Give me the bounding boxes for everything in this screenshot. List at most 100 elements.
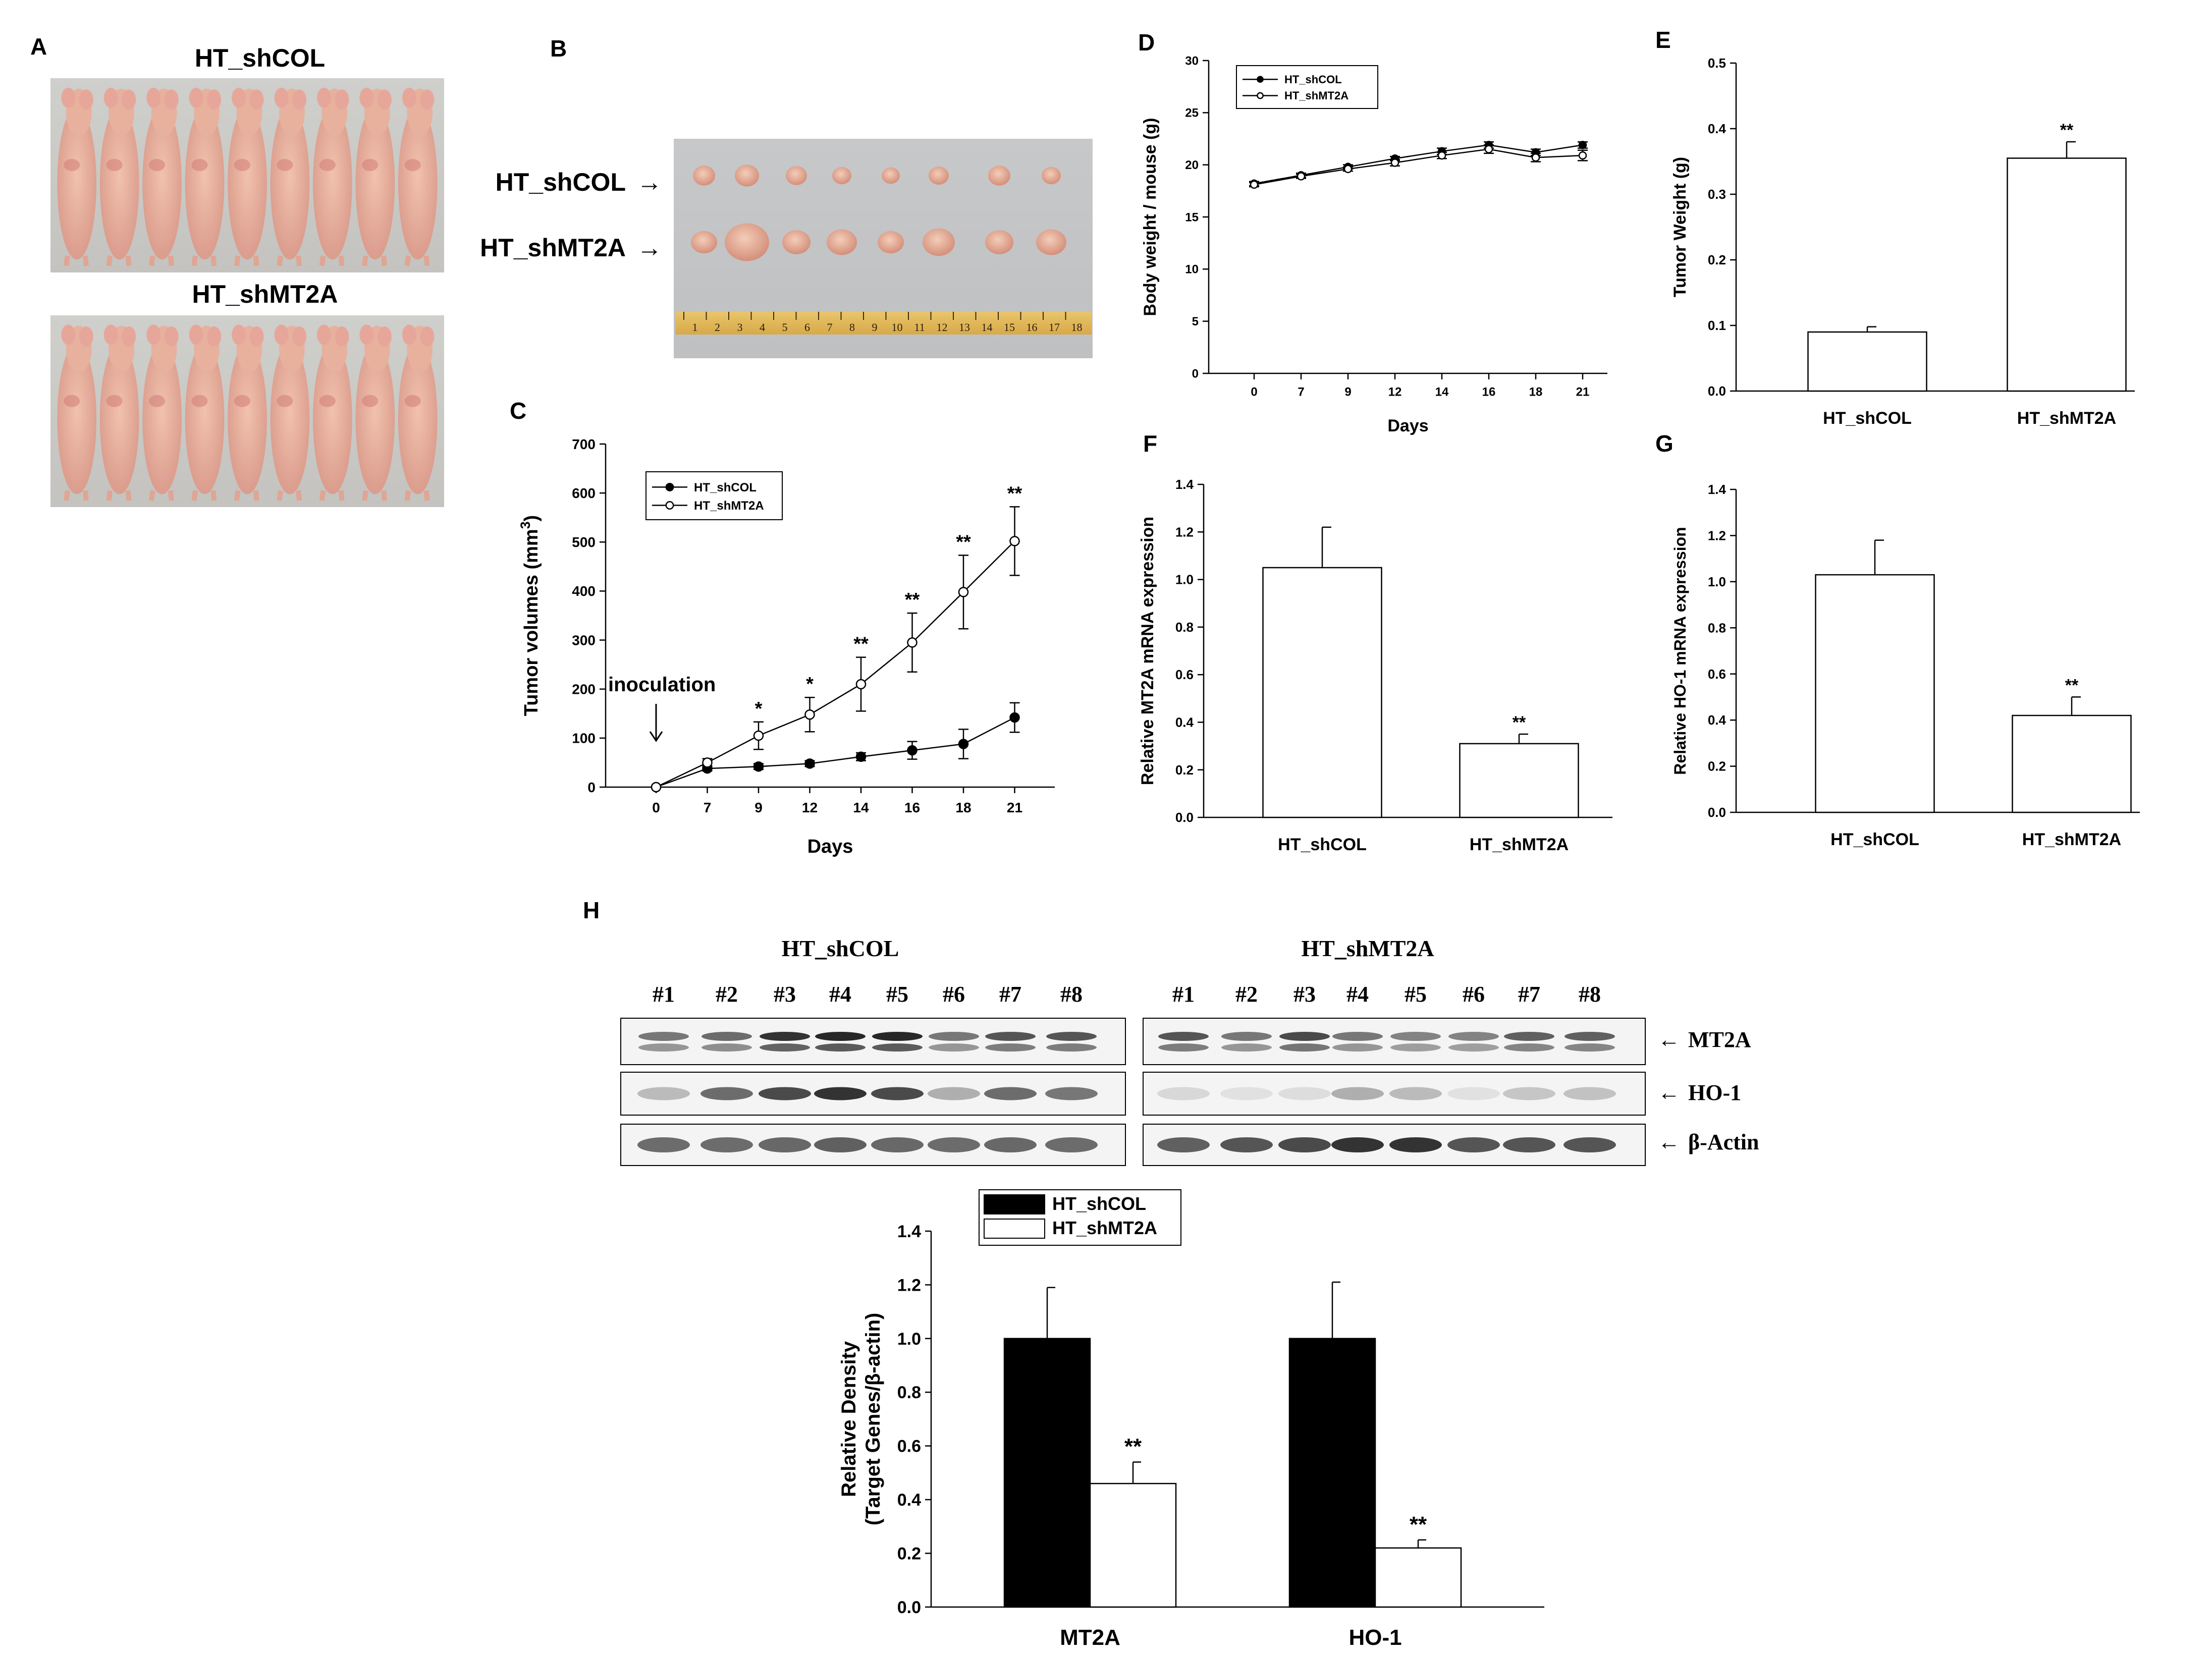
blot-band (1448, 1043, 1499, 1052)
x-tick-label: 16 (904, 800, 920, 815)
y-tick-label: 10 (1185, 263, 1199, 276)
blot-band (1504, 1032, 1554, 1041)
y-tick-label: 200 (572, 682, 596, 697)
blot-band (702, 1032, 752, 1041)
data-point-HT_shCOL (1578, 141, 1587, 149)
series-line-HT_shCOL (656, 716, 1015, 788)
ruler-number: 8 (849, 321, 855, 334)
mouse (270, 87, 310, 266)
bar-HT_shCOL-HO-1 (1288, 1338, 1376, 1608)
blot-band (1564, 1032, 1615, 1041)
y-tick-label: 1.0 (1175, 572, 1194, 587)
ruler-number: 13 (959, 321, 970, 334)
blot-band (1390, 1032, 1441, 1041)
tumor (782, 230, 811, 254)
y-tick-label: 5 (1192, 315, 1199, 328)
blot-band (1221, 1032, 1272, 1041)
blot-band (637, 1087, 690, 1100)
significance-mark: ** (1124, 1434, 1142, 1459)
data-point-HT_shCOL (1009, 712, 1020, 723)
y-axis-label: Relative HO-1 mRNA expression (1671, 527, 1689, 775)
tumor (827, 229, 857, 255)
lane-label: #2 (716, 982, 738, 1007)
significance-mark: ** (1410, 1512, 1427, 1537)
category-label: MT2A (1060, 1625, 1120, 1650)
ruler-number: 7 (827, 321, 833, 334)
ruler-marks: 1 2 3 4 5 6 7 8 9 10 11 12 13 14 15 16 17 18 (683, 312, 1083, 334)
y-tick-label: 1.0 (1708, 574, 1726, 589)
y-tick-label: 15 (1185, 210, 1199, 224)
lane-label: #2 (1235, 982, 1258, 1007)
body-weight-chart: 0 5 10 15 20 25 30 0 7 9 12 14 16 18 21 Days Body weight… (1141, 54, 1607, 435)
blot-band (814, 1137, 867, 1152)
x-tick-label: 18 (1529, 385, 1543, 399)
blot-band (1157, 1087, 1210, 1100)
blot-band (928, 1137, 980, 1152)
ruler-number: 2 (715, 321, 720, 334)
data-point-HT_shMT2A (1343, 164, 1353, 174)
panel-f: F 0.0 0.2 0.4 0.6 0.8 1.0 1.2 1.4 HT_shCOL ** HT_s… (1138, 430, 1612, 854)
blot-band (1331, 1087, 1384, 1100)
x-axis-label: Days (807, 836, 853, 857)
y-tick-label: 0.5 (1708, 56, 1726, 71)
y-tick-label: 20 (1185, 158, 1199, 172)
lane-label: #6 (943, 982, 965, 1007)
x-axis-label: Days (1387, 416, 1428, 435)
y-axis-label-2: (Target Genes/β-actin) (862, 1313, 884, 1526)
lane-label: #8 (1579, 982, 1601, 1007)
category-label: HT_shCOL (1830, 830, 1919, 849)
arrow-icon: → (637, 168, 662, 196)
x-tick-label: 21 (1576, 385, 1590, 399)
arrow-left-icon: ← (1658, 1130, 1680, 1154)
y-tick-label: 1.2 (897, 1276, 921, 1295)
panel-h-letter: H (583, 897, 600, 923)
ruler-number: 10 (892, 321, 903, 334)
mouse (57, 324, 97, 501)
significance-mark: ** (905, 589, 920, 611)
y-tick-label: 0.0 (1708, 383, 1726, 399)
blot-band (700, 1137, 753, 1152)
mouse (270, 324, 310, 501)
legend-marker (665, 501, 674, 510)
mouse (57, 87, 97, 266)
arrow-left-icon: ← (1658, 1027, 1680, 1052)
y-tick-label: 700 (572, 436, 596, 452)
arrow-left-icon: ← (1658, 1080, 1680, 1105)
y-axis-label: Body weight / mouse (g) (1141, 118, 1160, 316)
blot-band (1447, 1137, 1500, 1152)
data-point-HT_shMT2A (1390, 158, 1399, 167)
y-tick-label: 400 (572, 583, 596, 599)
data-point-HT_shMT2A (753, 730, 764, 741)
y-tick-label: 1.2 (1175, 524, 1194, 539)
ruler-number: 4 (760, 321, 765, 334)
y-tick-label: 0.0 (897, 1598, 921, 1617)
tumor (725, 223, 769, 261)
category-label: HT_shCOL (1823, 409, 1912, 428)
blot-band (871, 1137, 924, 1152)
arrow-icon: → (637, 234, 662, 262)
ruler (675, 312, 1092, 335)
blot-band (872, 1043, 923, 1052)
blot-band (760, 1043, 810, 1052)
y-tick-label: 300 (572, 632, 596, 648)
blot-band (1503, 1087, 1555, 1100)
ho1-mrna-chart: 0.0 0.2 0.4 0.6 0.8 1.0 1.2 1.4 HT_shCOL ** HT_shM… (1671, 482, 2140, 849)
y-tick-label: 1.4 (1175, 477, 1194, 492)
y-tick-label: 0.6 (897, 1437, 921, 1456)
blot-band (1389, 1087, 1442, 1100)
data-point-HT_shMT2A (702, 757, 713, 768)
y-tick-label: 0.6 (1175, 667, 1194, 682)
blot-band (1220, 1087, 1273, 1100)
ruler-number: 14 (982, 321, 993, 334)
x-tick-label: 0 (1251, 385, 1257, 399)
panel-a-letter: A (30, 33, 47, 60)
x-tick-label: 7 (704, 800, 712, 815)
legend-label: HT_shCOL (694, 481, 757, 494)
mouse (142, 324, 182, 501)
significance-mark: ** (1513, 713, 1526, 732)
y-axis-label: Tumor Weight (g) (1670, 157, 1690, 297)
tumor (832, 167, 851, 185)
data-point-HT_shCOL (804, 758, 815, 769)
x-tick-label: 9 (1344, 385, 1351, 399)
